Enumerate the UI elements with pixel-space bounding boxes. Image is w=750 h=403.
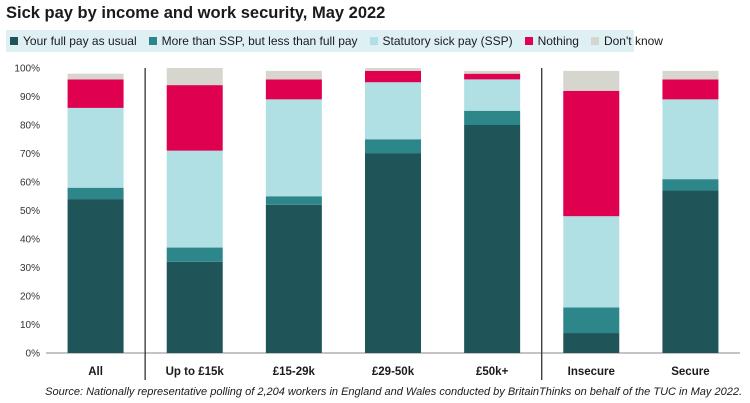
bar-segment <box>265 99 322 197</box>
legend-swatch <box>590 37 599 45</box>
y-tick-label: 90% <box>20 92 40 103</box>
y-tick-label: 50% <box>20 206 40 217</box>
legend-swatch <box>148 37 157 45</box>
legend-item-2: Statutory sick pay (SSP) <box>369 34 513 48</box>
source-note: Source: Nationally representative pollin… <box>45 386 742 398</box>
bar-segment <box>365 153 421 353</box>
category-label: £15-29k <box>273 366 316 378</box>
bar-segment <box>563 333 620 353</box>
bar-segment <box>265 196 322 205</box>
legend-label: Statutory sick pay (SSP) <box>382 34 513 48</box>
legend-item-3: Nothing <box>524 34 579 48</box>
bar-segment <box>265 204 322 353</box>
bar-segment <box>563 216 620 308</box>
bar-segment <box>265 70 322 80</box>
bar-segment <box>67 79 124 108</box>
stacked-bar-chart: 0% 10% 20% 30% 40% 50% 60% 70% 80% 90% 100% All Up t… <box>14 64 740 380</box>
y-tick-label: 40% <box>20 235 40 246</box>
legend-swatch <box>524 37 533 45</box>
y-tick-label: 60% <box>20 178 40 189</box>
bar-segment <box>166 247 223 262</box>
category-label: Insecure <box>568 366 615 378</box>
bar-segment <box>365 68 421 71</box>
legend-item-0: Your full pay as usual <box>10 34 137 48</box>
bar-segment <box>365 70 421 83</box>
bar-segment <box>67 187 124 200</box>
legend-label: Your full pay as usual <box>23 34 137 48</box>
bar-segment <box>563 307 620 334</box>
bar-segment <box>662 79 719 100</box>
legend-label: Don't know <box>603 34 663 48</box>
bar-segment <box>662 190 719 353</box>
legend-swatch <box>369 37 378 45</box>
category-label: Up to £15k <box>166 366 225 378</box>
legend-item-1: More than SSP, but less than full pay <box>148 34 358 48</box>
bar-segment <box>464 125 521 353</box>
bar-segment <box>67 73 124 80</box>
y-tick-label: 30% <box>20 263 40 274</box>
category-label: Secure <box>671 366 709 378</box>
bar-segment <box>166 68 223 86</box>
bar-segment <box>365 82 421 140</box>
bar-segment <box>662 179 719 191</box>
bar-segment <box>563 70 620 91</box>
chart-title: Sick pay by income and work security, Ma… <box>6 4 386 22</box>
bar-segment <box>563 90 620 217</box>
bar-segment <box>67 107 124 188</box>
y-tick-label: 20% <box>20 292 40 303</box>
bar-segment <box>67 199 124 353</box>
bar-segment <box>166 261 223 353</box>
legend-swatch <box>10 37 18 45</box>
bar-segment <box>464 73 521 80</box>
legend-label: More than SSP, but less than full pay <box>161 34 358 48</box>
bar-segment <box>464 110 521 125</box>
bar-segment <box>166 150 223 248</box>
bar-segment <box>662 70 719 80</box>
y-tick-label: 100% <box>14 64 40 75</box>
category-label: £50k+ <box>476 366 509 378</box>
bar-segment <box>464 70 521 74</box>
bar-segment <box>166 85 223 151</box>
bar-segment <box>464 79 521 111</box>
legend-label: Nothing <box>537 34 579 48</box>
y-tick-label: 70% <box>20 149 40 160</box>
bar-segment <box>365 139 421 154</box>
legend-item-4: Don't know <box>590 34 663 48</box>
y-tick-label: 80% <box>20 121 40 132</box>
category-label: All <box>88 366 103 378</box>
bar-segment <box>265 79 322 100</box>
category-label: £29-50k <box>372 366 415 378</box>
chart-legend: Your full pay as usual More than SSP, but… <box>6 30 663 52</box>
y-tick-label: 0% <box>26 349 41 360</box>
bar-segment <box>662 99 719 180</box>
y-tick-label: 10% <box>20 320 40 331</box>
